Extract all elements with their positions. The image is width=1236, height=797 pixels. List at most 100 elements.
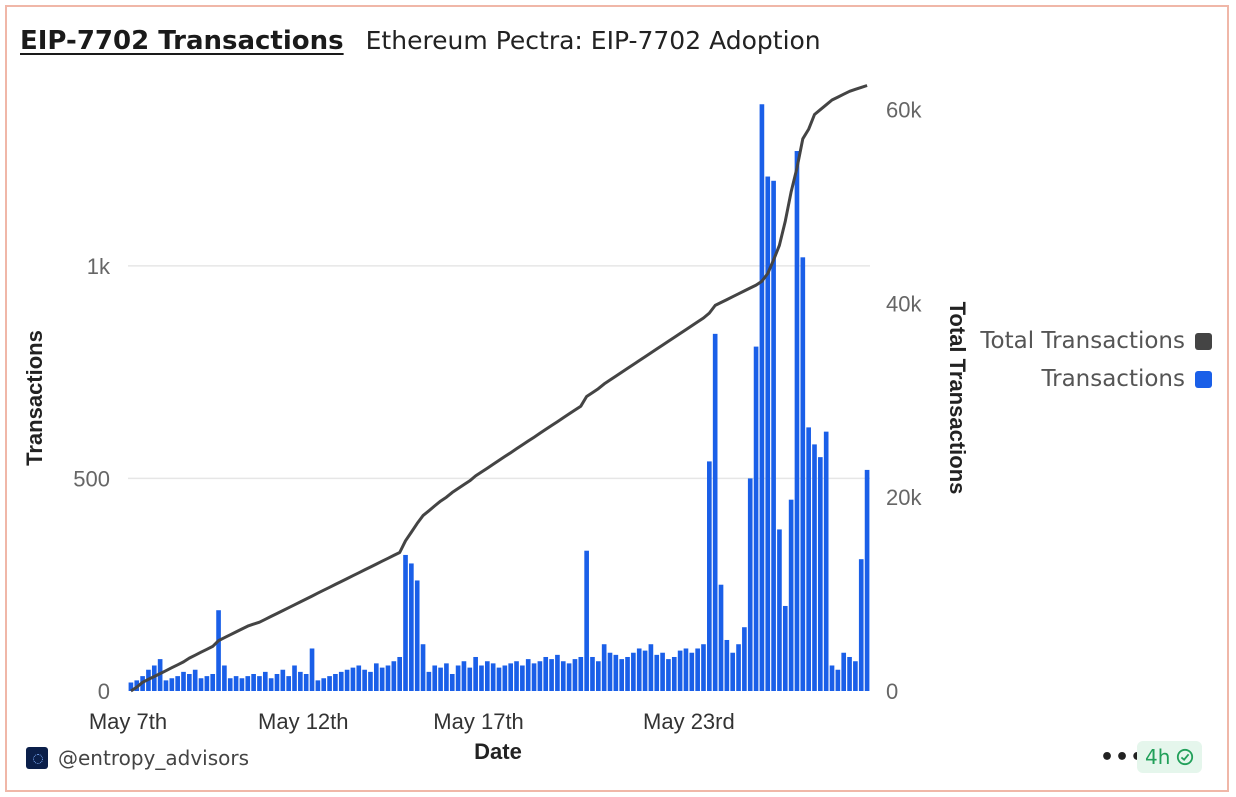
transactions-bar: [818, 457, 823, 691]
transactions-bar: [338, 671, 344, 691]
transactions-bar: [350, 667, 356, 691]
transactions-bar: [590, 656, 595, 691]
transactions-bar: [736, 644, 741, 691]
transactions-bar: [701, 644, 706, 691]
legend-item-total-transactions[interactable]: Total Transactions: [960, 322, 1212, 360]
transactions-bar: [847, 656, 852, 691]
y-tick-label: 1k: [87, 254, 111, 279]
transactions-bar: [806, 427, 811, 691]
transactions-bar: [812, 444, 817, 691]
transactions-bar: [718, 584, 724, 691]
transactions-bar: [549, 659, 554, 691]
transactions-bar: [642, 650, 648, 691]
x-tick-label: May 12th: [258, 709, 349, 734]
transactions-bar: [192, 669, 198, 691]
total-transactions-series: [130, 84, 868, 693]
transactions-bar: [631, 652, 636, 691]
y-axis-label: Transactions: [22, 330, 47, 466]
transactions-bar: [128, 682, 134, 691]
y-tick-label: 500: [73, 466, 110, 491]
transactions-bar: [490, 663, 496, 691]
transactions-bar: [520, 665, 525, 691]
transactions-bar: [578, 656, 584, 691]
transactions-bar: [151, 665, 157, 691]
transactions-bar: [607, 652, 613, 691]
y-tick-label: 0: [98, 679, 110, 704]
legend: Total Transactions Transactions: [960, 322, 1212, 398]
transactions-bar: [262, 671, 268, 691]
transactions-bar: [543, 656, 549, 691]
transactions-bar: [572, 659, 578, 691]
author-handle[interactable]: @entropy_advisors: [58, 746, 250, 770]
transactions-bar: [707, 461, 712, 691]
transactions-bar: [280, 669, 286, 691]
transactions-bar: [730, 652, 736, 691]
transactions-bar: [245, 676, 251, 691]
transactions-bar: [198, 678, 204, 691]
y2-tick-label: 40k: [886, 291, 922, 316]
chart-title-link[interactable]: EIP-7702 Transactions: [20, 26, 344, 56]
transactions-bar: [525, 659, 531, 691]
transactions-bar: [368, 671, 373, 691]
transactions-bar: [742, 627, 747, 691]
transactions-bar: [309, 648, 315, 691]
transactions-bar: [759, 104, 765, 691]
transactions-bar: [508, 663, 514, 691]
transactions-bar: [321, 678, 327, 691]
transactions-bar: [782, 605, 788, 691]
entropy-logo-icon: [26, 747, 48, 769]
transactions-bar: [496, 667, 502, 691]
freshness-badge[interactable]: 4h: [1137, 741, 1203, 773]
transactions-bar: [432, 665, 438, 691]
legend-item-transactions[interactable]: Transactions: [960, 360, 1212, 398]
x-axis-label: Date: [474, 739, 522, 764]
transactions-bar: [765, 176, 771, 692]
verified-check-icon: [1177, 748, 1194, 766]
transactions-bar: [315, 680, 321, 691]
transactions-bar: [502, 665, 508, 691]
transactions-bar: [514, 661, 519, 691]
y2-tick-label: 0: [886, 679, 898, 704]
transactions-bar: [619, 659, 625, 691]
transactions-bar: [671, 656, 677, 691]
y2-tick-label: 60k: [886, 98, 922, 123]
transactions-bar: [479, 665, 484, 691]
transactions-bar: [467, 667, 473, 691]
transactions-bar: [333, 673, 338, 691]
transactions-bar: [823, 431, 829, 691]
legend-swatch: [1195, 332, 1212, 350]
transactions-bar: [461, 661, 467, 691]
transactions-bar: [239, 678, 245, 691]
transactions-bar: [449, 673, 455, 691]
transactions-bar: [327, 676, 332, 691]
transactions-bar: [537, 661, 543, 691]
transactions-bar: [356, 665, 362, 691]
legend-label: Transactions: [1041, 366, 1185, 392]
transactions-bar: [660, 652, 665, 691]
transactions-bar: [473, 656, 478, 691]
transactions-bar: [362, 669, 367, 691]
transactions-bar: [689, 652, 695, 691]
transactions-bar: [426, 671, 432, 691]
transactions-bar: [187, 673, 192, 691]
transactions-bar: [829, 665, 835, 691]
transactions-bar: [771, 180, 776, 691]
transactions-bar: [484, 661, 490, 691]
transactions-bar: [800, 257, 806, 691]
chart-subtitle: Ethereum Pectra: EIP-7702 Adoption: [365, 26, 821, 55]
age-text: 4h: [1145, 745, 1171, 769]
transactions-bar: [397, 656, 402, 691]
transactions-bar: [455, 665, 461, 691]
y2-axis-label: Total Transactions: [945, 302, 970, 495]
transactions-bar: [420, 644, 426, 691]
transactions-bar: [303, 673, 309, 691]
gridlines: [128, 265, 870, 480]
axis-ticks: 0 500 1k 0 20k 40k 60k May 7th May 12th May 17th M…: [73, 98, 922, 734]
transactions-bar: [596, 661, 601, 691]
transactions-bar: [438, 667, 443, 691]
more-options-button[interactable]: •••: [1100, 745, 1146, 770]
transactions-bar: [853, 661, 858, 691]
transactions-bar: [677, 650, 683, 691]
transactions-bar: [613, 654, 619, 691]
